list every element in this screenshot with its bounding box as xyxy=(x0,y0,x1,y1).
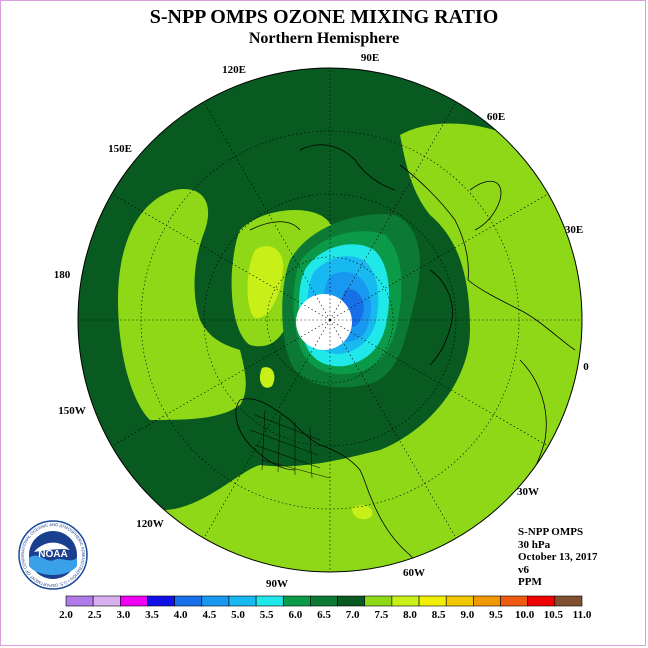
colorbar-swatch xyxy=(120,595,148,607)
colorbar-swatch xyxy=(445,595,474,607)
lon-label-60e: 60E xyxy=(487,111,505,123)
lon-label-150w: 150W xyxy=(58,405,86,417)
colorbar-tick-label: 6.5 xyxy=(317,609,331,621)
info-instrument: S-NPP OMPS xyxy=(518,526,584,538)
coastlines xyxy=(235,144,576,572)
graticule xyxy=(78,68,582,572)
colorbar-swatch xyxy=(391,595,420,607)
info-date: October 13, 2017 xyxy=(518,551,598,563)
lon-label-90e: 90E xyxy=(361,52,379,64)
ozone-field-8.0-spot3 xyxy=(352,505,373,520)
lon-label-90w: 90W xyxy=(266,578,288,590)
polar-ozone-map: 90E 60E 30E 0 30W 60W 90W 120W 150W 180 … xyxy=(54,52,590,590)
lon-label-150e: 150E xyxy=(108,143,132,155)
map-subtitle: Northern Hemisphere xyxy=(248,30,400,47)
colorbar-tick-label: 3.0 xyxy=(116,609,130,621)
ozone-field-8.0-spot xyxy=(247,246,284,319)
missing-data-polar-cap xyxy=(296,294,352,350)
colorbar-swatches xyxy=(65,595,583,607)
colorbar-swatch xyxy=(174,595,203,607)
colorbar-swatch xyxy=(65,595,94,607)
colorbar-swatch xyxy=(364,595,393,607)
colorbar-swatch xyxy=(282,595,311,607)
hemisphere-outline xyxy=(77,67,583,573)
colorbar-tick-label: 5.0 xyxy=(231,609,245,621)
colorbar-swatch xyxy=(527,595,556,607)
colorbar-tick-label: 2.5 xyxy=(88,609,102,621)
colorbar-swatch xyxy=(92,595,121,607)
lon-label-120w: 120W xyxy=(136,518,164,530)
colorbar-tick-label: 4.5 xyxy=(202,609,216,621)
colorbar-swatch xyxy=(255,595,284,607)
colorbar-tick-label: 10.5 xyxy=(544,609,564,621)
colorbar: 2.0 2.5 3.0 3.5 4.0 4.5 5.0 5.5 6.0 6.5 7.0 7.5 8.0 8… xyxy=(59,595,592,621)
colorbar-tick-label: 10.0 xyxy=(515,609,535,621)
ozone-field-7.5-west xyxy=(118,189,246,420)
colorbar-tick-label: 7.0 xyxy=(346,609,360,621)
usa-state-borders xyxy=(249,409,331,479)
colorbar-swatch xyxy=(147,595,175,607)
noaa-logo: NOAA NATIONAL OCEANIC AND ATMOSPHERIC AD… xyxy=(18,520,88,590)
lon-label-0: 0 xyxy=(583,361,589,373)
info-units: PPM xyxy=(518,576,542,588)
ozone-field-7.5-east xyxy=(78,123,582,572)
product-info: S-NPP OMPS 30 hPa October 13, 2017 v6 PP… xyxy=(518,526,598,589)
noaa-logo-text: NOAA xyxy=(38,549,67,560)
info-version: v6 xyxy=(518,563,529,576)
colorbar-tick-label: 9.5 xyxy=(489,609,503,621)
colorbar-tick-label: 9.0 xyxy=(460,609,474,621)
colorbar-tick-label: 7.5 xyxy=(374,609,388,621)
lon-label-60w: 60W xyxy=(403,567,425,579)
colorbar-swatch xyxy=(337,595,366,607)
map-title: S-NPP OMPS OZONE MIXING RATIO xyxy=(149,6,499,28)
colorbar-tick-label: 5.5 xyxy=(260,609,274,621)
colorbar-tick-label: 8.0 xyxy=(403,609,417,621)
colorbar-swatch xyxy=(228,595,257,607)
colorbar-swatch xyxy=(201,595,230,607)
colorbar-swatch xyxy=(418,595,447,607)
colorbar-tick-label: 4.0 xyxy=(174,609,188,621)
colorbar-tick-labels: 2.0 2.5 3.0 3.5 4.0 4.5 5.0 5.5 6.0 6.5 7.0 7.5 8.0 8… xyxy=(59,609,592,621)
lon-label-120e: 120E xyxy=(222,64,246,76)
info-pressure: 30 hPa xyxy=(518,538,551,551)
colorbar-tick-label: 2.0 xyxy=(59,609,73,621)
colorbar-swatch xyxy=(500,595,528,607)
colorbar-swatch xyxy=(554,595,583,607)
colorbar-tick-label: 6.0 xyxy=(288,609,302,621)
colorbar-swatch xyxy=(473,595,501,607)
lon-label-180: 180 xyxy=(54,269,71,281)
colorbar-tick-label: 11.0 xyxy=(573,609,592,621)
lon-label-30e: 30E xyxy=(565,224,583,236)
colorbar-tick-label: 3.5 xyxy=(145,609,159,621)
ozone-field-8.0-spot2 xyxy=(259,367,275,388)
lon-label-30w: 30W xyxy=(517,486,539,498)
colorbar-swatch xyxy=(310,595,338,607)
colorbar-tick-label: 8.5 xyxy=(432,609,446,621)
